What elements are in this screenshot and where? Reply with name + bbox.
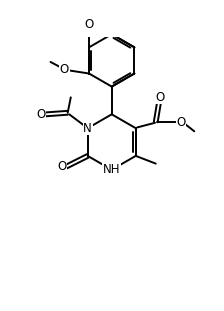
Text: NH: NH xyxy=(103,163,121,176)
Text: O: O xyxy=(155,91,164,104)
Text: O: O xyxy=(84,18,94,31)
Text: O: O xyxy=(60,63,69,76)
Text: O: O xyxy=(36,108,45,121)
Text: O: O xyxy=(57,160,66,173)
Text: O: O xyxy=(177,115,186,128)
Text: N: N xyxy=(83,122,92,135)
